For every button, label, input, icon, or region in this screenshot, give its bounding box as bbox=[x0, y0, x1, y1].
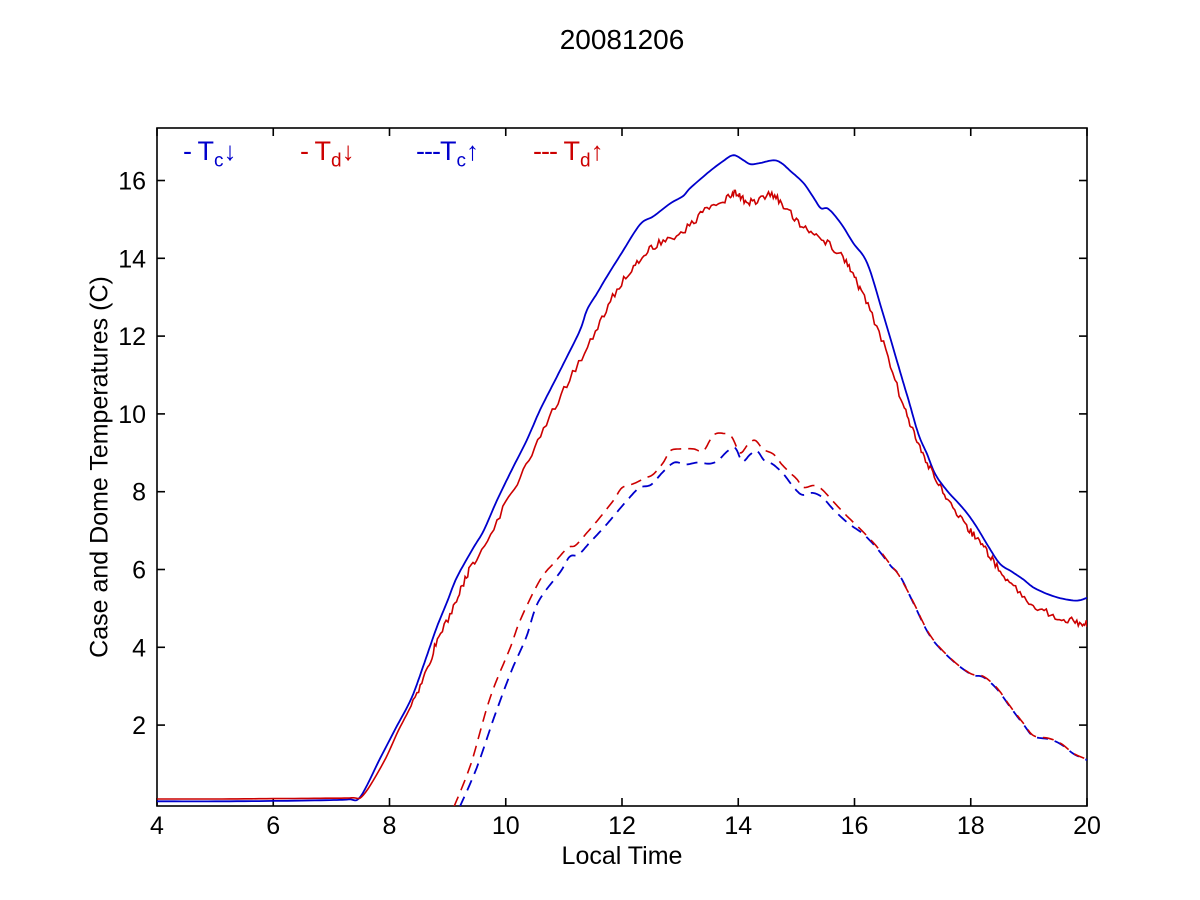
legend-symbol: T bbox=[314, 136, 332, 166]
plot-border bbox=[156, 127, 1088, 807]
y-tick-label: 2 bbox=[132, 712, 146, 740]
chart-title: 20081206 bbox=[559, 24, 685, 55]
legend-item-td-down: - Td↓ bbox=[300, 136, 355, 172]
series-Td_up bbox=[453, 432, 1087, 806]
legend-line-sample: - bbox=[300, 136, 315, 166]
y-tick-label: 10 bbox=[118, 401, 146, 429]
x-tick-label: 20 bbox=[1073, 812, 1101, 840]
x-tick-label: 6 bbox=[266, 812, 280, 840]
up-arrow-icon: ↑ bbox=[465, 136, 479, 166]
series-Tc_down bbox=[157, 154, 1087, 803]
x-tick-label: 14 bbox=[724, 812, 752, 840]
series-Td_down bbox=[157, 189, 1087, 800]
legend-subscript: d bbox=[579, 150, 591, 172]
legend-symbol: T bbox=[563, 136, 580, 166]
x-tick-label: 12 bbox=[608, 812, 636, 840]
legend-subscript: d bbox=[331, 150, 342, 172]
legend-line-sample: --- bbox=[533, 136, 564, 166]
legend-line-sample: - bbox=[183, 136, 198, 166]
y-tick-label: 16 bbox=[118, 168, 146, 196]
y-tick-label: 6 bbox=[132, 556, 146, 584]
x-axis-label: Local Time bbox=[561, 842, 683, 870]
legend-item-tc-up: ---Tc↑ bbox=[416, 136, 479, 172]
x-tick-label: 8 bbox=[383, 812, 397, 840]
series-Tc_up bbox=[459, 446, 1087, 806]
x-tick-label: 16 bbox=[841, 812, 869, 840]
legend-subscript: c bbox=[214, 150, 224, 172]
down-arrow-icon: ↓ bbox=[341, 136, 355, 166]
x-tick-label: 18 bbox=[957, 812, 985, 840]
legend-item-tc-down: - Tc↓ bbox=[183, 136, 237, 172]
y-tick-label: 8 bbox=[132, 479, 146, 507]
x-tick-label: 10 bbox=[492, 812, 520, 840]
legend-item-td-up: --- Td↑ bbox=[533, 136, 604, 172]
y-tick-label: 14 bbox=[118, 245, 146, 273]
x-tick-label: 4 bbox=[150, 812, 164, 840]
y-axis-label: Case and Dome Temperatures (C) bbox=[85, 276, 114, 658]
legend-symbol: T bbox=[439, 136, 457, 166]
legend-subscript: c bbox=[456, 150, 466, 172]
down-arrow-icon: ↓ bbox=[223, 136, 237, 166]
legend-symbol: T bbox=[197, 136, 215, 166]
y-tick-label: 12 bbox=[118, 323, 146, 351]
legend-line-sample: --- bbox=[416, 136, 441, 166]
legend: - Tc↓ - Td↓ ---Tc↑ --- Td↑ bbox=[0, 136, 1200, 176]
y-tick-label: 4 bbox=[132, 634, 146, 662]
up-arrow-icon: ↑ bbox=[590, 136, 604, 166]
